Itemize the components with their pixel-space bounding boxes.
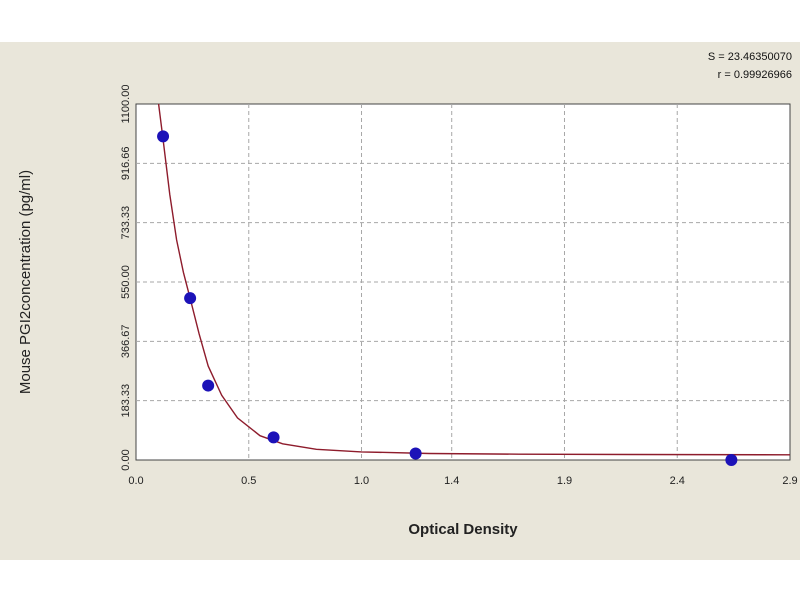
x-tick-label: 0.0 [128, 475, 143, 487]
fit-curve [157, 103, 791, 456]
data-point [725, 454, 738, 466]
y-tick-label: 916.66 [120, 147, 132, 181]
y-tick-label: 366.67 [120, 325, 132, 359]
data-point [157, 130, 170, 143]
grid-lines [136, 104, 790, 460]
x-tick-label: 1.4 [444, 475, 459, 487]
y-tick-label: 0.00 [120, 449, 132, 470]
y-tick-label: 733.33 [120, 206, 132, 240]
x-axis-label: Optical Density [408, 521, 518, 538]
data-point [202, 379, 215, 392]
y-tick-label: 550.00 [120, 265, 132, 299]
stat-s-value: S = 23.46350070 [708, 51, 792, 63]
stat-r-value: r = 0.99926966 [718, 69, 792, 81]
x-tick-label: 1.0 [354, 475, 369, 487]
x-tick-label: 0.5 [241, 475, 256, 487]
y-tick-label: 1100.00 [120, 85, 132, 124]
x-tick-label: 1.9 [557, 475, 572, 487]
x-tick-label: 2.4 [670, 475, 685, 487]
x-tick-labels: 0.0 0.5 1.0 1.4 1.9 2.4 2.9 [128, 475, 797, 487]
x-tick-label: 2.9 [782, 475, 797, 487]
data-point [267, 431, 280, 444]
data-points [157, 130, 738, 466]
y-axis-label: Mouse PGI2concentration (pg/ml) [17, 170, 34, 394]
data-point [409, 447, 422, 460]
data-point [184, 292, 197, 305]
y-tick-label: 183.33 [120, 384, 132, 418]
y-tick-labels: 0.00 183.33 366.67 550.00 733.33 916.66 1100.0… [120, 85, 132, 471]
